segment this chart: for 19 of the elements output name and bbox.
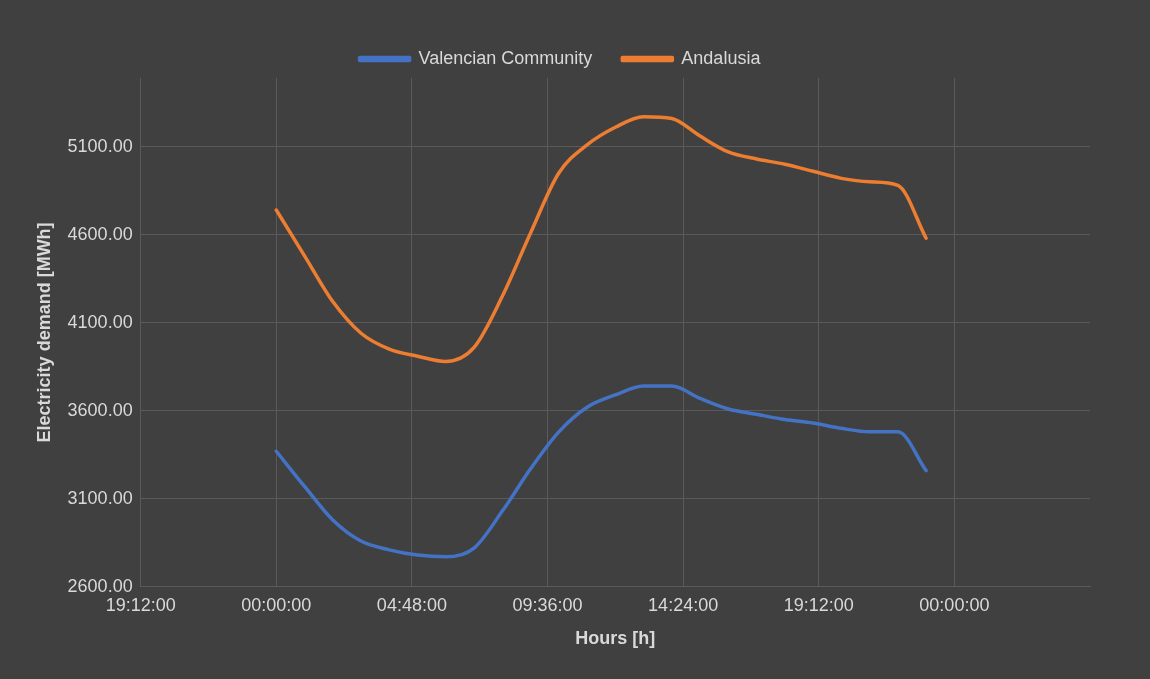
x-tick-label: 19:12:00 xyxy=(783,594,854,615)
y-axis-title: Electricity demand [MWh] xyxy=(33,222,54,443)
y-tick-label: 4600.00 xyxy=(67,223,133,244)
x-tick-label: 09:36:00 xyxy=(512,594,583,615)
x-tick-label: 14:24:00 xyxy=(648,594,719,615)
line-series xyxy=(274,114,928,364)
y-tick-label: 5100.00 xyxy=(67,135,133,156)
line-series xyxy=(274,384,928,559)
legend-label: Andalusia xyxy=(681,47,762,68)
x-tick-label: 04:48:00 xyxy=(376,594,447,615)
y-tick-label: 3100.00 xyxy=(67,487,133,508)
y-tick-label: 2600.00 xyxy=(67,575,133,596)
x-tick-label: 00:00:00 xyxy=(919,594,990,615)
legend-label: Valencian Community xyxy=(418,47,593,68)
x-tick-label: 19:12:00 xyxy=(105,594,176,615)
x-tick-label: 00:00:00 xyxy=(241,594,312,615)
x-axis-title: Hours [h] xyxy=(575,628,656,649)
y-tick-label: 4100.00 xyxy=(67,311,133,332)
y-tick-label: 3600.00 xyxy=(67,399,133,420)
